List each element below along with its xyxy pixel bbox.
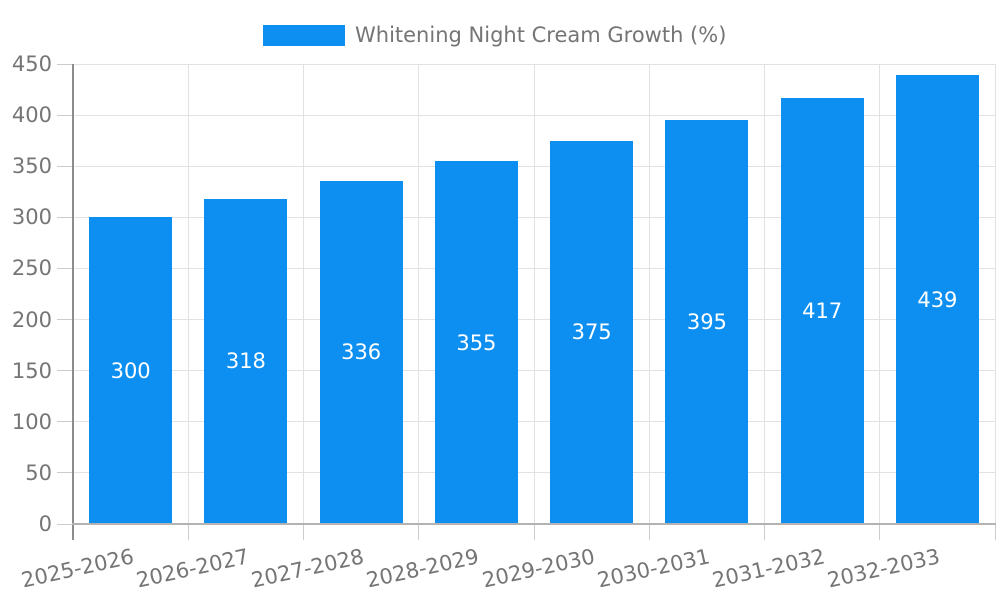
- x-tick: [764, 524, 765, 540]
- y-tick-label: 150: [11, 358, 52, 383]
- bar-value-label: 395: [686, 310, 727, 335]
- x-gridline: [303, 64, 304, 524]
- y-tick: [57, 523, 73, 525]
- legend-label: Whitening Night Cream Growth (%): [355, 23, 727, 47]
- x-gridline: [418, 64, 420, 524]
- bar[interactable]: 375: [550, 140, 634, 524]
- bar-value-label: 417: [802, 298, 843, 323]
- x-axis-label-text: 2028-2029: [364, 544, 482, 593]
- y-tick-label: 450: [11, 52, 52, 76]
- y-axis-line: [72, 64, 74, 540]
- x-axis-line: [72, 523, 996, 525]
- y-tick: [57, 370, 73, 372]
- x-axis-label-text: 2027-2028: [249, 544, 367, 593]
- x-gridline: [187, 64, 189, 524]
- bar[interactable]: 300: [89, 217, 173, 524]
- bar-value-label: 439: [917, 287, 958, 312]
- bar-value-label: 300: [110, 358, 151, 383]
- y-tick-label: 100: [11, 409, 52, 434]
- bar[interactable]: 439: [895, 75, 979, 524]
- bar-value-label: 336: [341, 340, 382, 365]
- y-tick-label: 50: [25, 460, 52, 485]
- y-tick: [57, 216, 73, 218]
- x-gridline: [879, 64, 881, 524]
- bar[interactable]: 417: [780, 97, 864, 524]
- x-tick: [533, 524, 535, 540]
- y-tick-label: 250: [11, 256, 52, 281]
- x-gridline: [994, 64, 996, 524]
- y-tick: [57, 267, 73, 269]
- x-tick: [418, 524, 420, 540]
- x-axis-label-text: 2031-2032: [710, 544, 828, 593]
- x-gridline: [764, 64, 765, 524]
- y-tick-label: 0: [38, 512, 52, 536]
- bar[interactable]: 318: [204, 198, 288, 524]
- y-tick: [57, 472, 73, 474]
- bar[interactable]: 336: [319, 180, 403, 524]
- y-tick: [57, 165, 73, 167]
- y-tick: [57, 421, 73, 423]
- y-tick: [57, 63, 73, 65]
- x-gridline: [533, 64, 535, 524]
- x-tick: [994, 524, 996, 540]
- x-axis-label-text: 2030-2031: [595, 544, 712, 593]
- x-axis-label-text: 2032-2033: [825, 544, 943, 593]
- y-tick-label: 300: [11, 205, 52, 230]
- y-tick: [57, 114, 73, 116]
- x-tick: [303, 524, 304, 540]
- bar[interactable]: 355: [434, 161, 518, 524]
- x-axis-label-text: 2026-2027: [134, 544, 251, 593]
- bar-value-label: 355: [456, 330, 497, 355]
- x-axis-label-text: 2029-2030: [479, 544, 597, 593]
- y-tick-label: 200: [11, 307, 52, 332]
- legend-swatch: [263, 24, 345, 46]
- y-tick: [57, 319, 73, 321]
- x-tick: [648, 524, 650, 540]
- bar-value-label: 375: [571, 320, 612, 345]
- bar-value-label: 318: [225, 349, 266, 374]
- y-tick-label: 400: [11, 103, 52, 128]
- legend: Whitening Night Cream Growth (%): [263, 22, 726, 48]
- x-axis-label-text: 2025-2026: [18, 544, 136, 593]
- y-tick-label: 350: [11, 154, 52, 179]
- x-gridline: [648, 64, 650, 524]
- x-tick: [879, 524, 881, 540]
- x-tick: [187, 524, 189, 540]
- bar[interactable]: 395: [665, 120, 749, 524]
